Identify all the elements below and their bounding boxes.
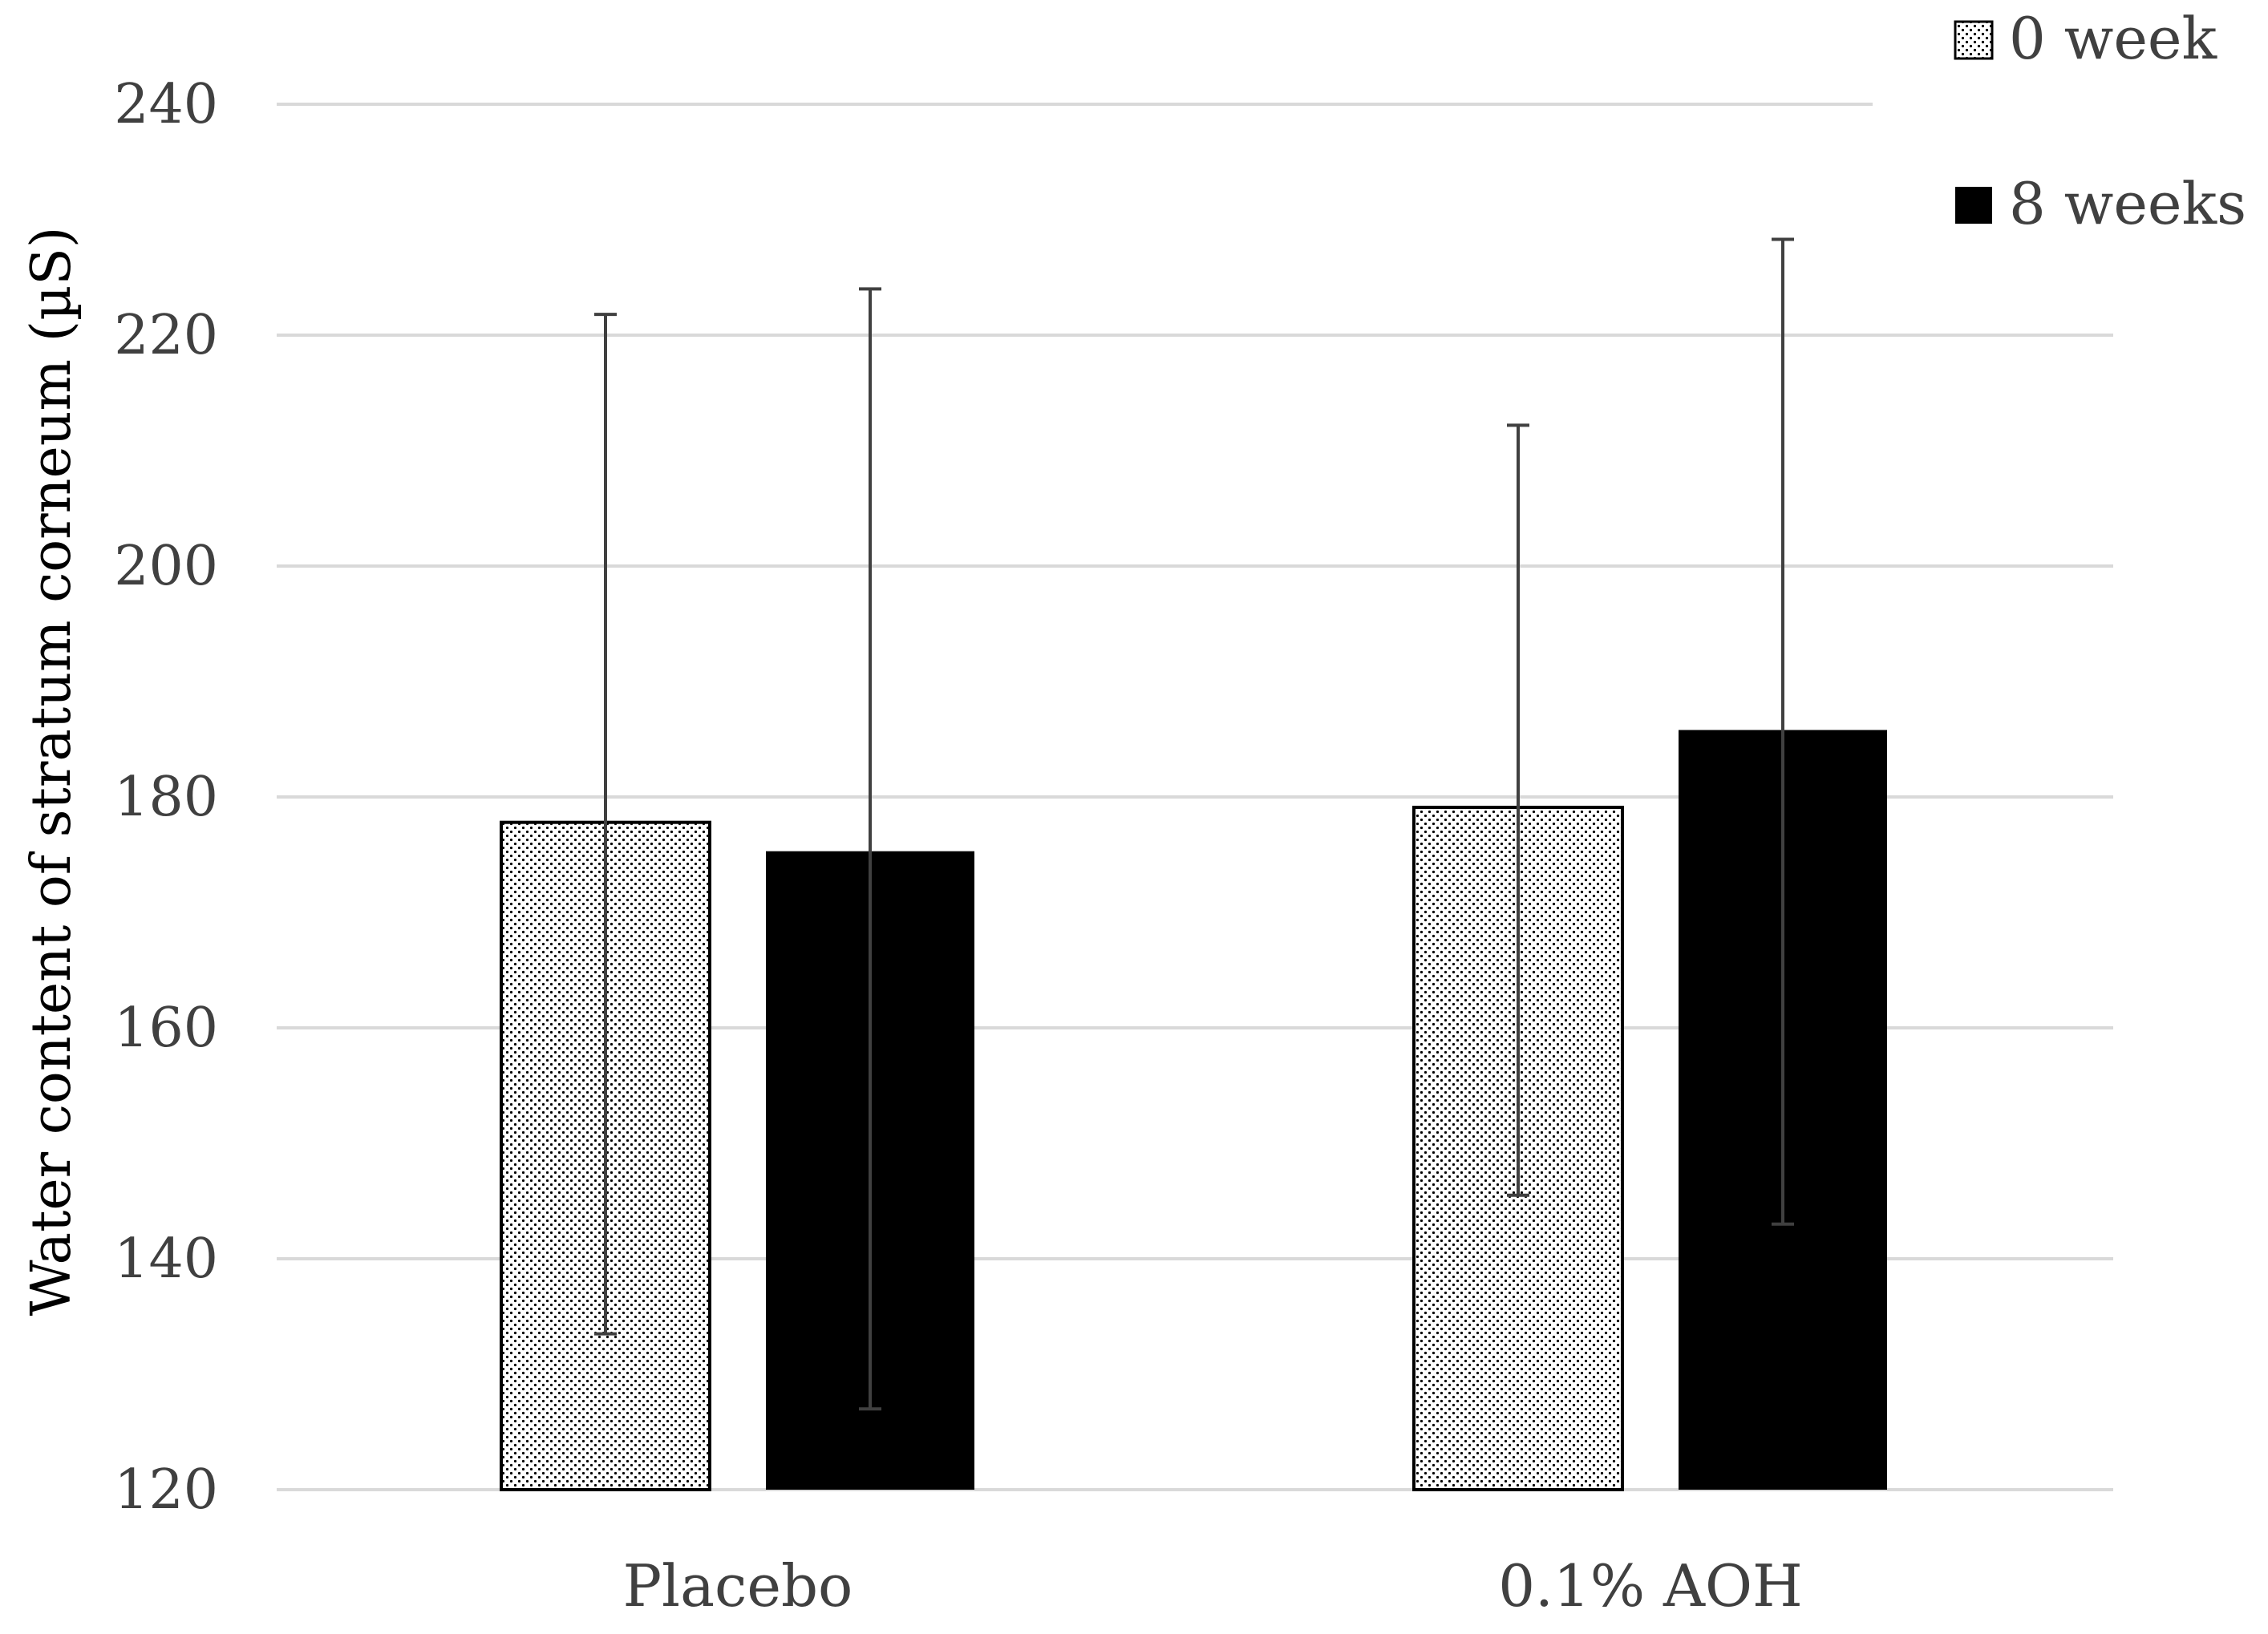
y-tick-label-140: 140: [114, 1228, 218, 1291]
error-bar-placebo-8-weeks: [859, 287, 881, 1411]
y-axis-ticks: 120 140 160 180 200 220 240: [114, 73, 218, 1522]
y-tick-label-200: 200: [114, 535, 218, 598]
error-bars: [594, 237, 1794, 1411]
legend-item-8-weeks: 8 weeks: [1955, 170, 2246, 237]
legend-swatch-8-weeks: [1955, 187, 1992, 224]
y-tick-label-220: 220: [114, 304, 218, 367]
legend-item-0-week: 0 week: [1954, 5, 2218, 72]
y-tick-label-180: 180: [114, 766, 218, 829]
error-bar-0-1-aoh-0-week: [1507, 423, 1529, 1197]
legend-label-8-weeks: 8 weeks: [2009, 170, 2246, 237]
legend: 0 week 8 weeks: [1954, 5, 2246, 237]
y-axis-title: Water content of stratum corneum (µS): [20, 227, 83, 1317]
y-tick-label-240: 240: [114, 73, 218, 136]
error-bar-0-1-aoh-8-weeks: [1772, 237, 1794, 1226]
legend-swatch-0-week: [1954, 20, 1994, 60]
y-tick-label-120: 120: [114, 1458, 218, 1522]
error-bar-placebo-0-week: [594, 313, 617, 1336]
y-tick-label-160: 160: [114, 997, 218, 1060]
bars: [500, 730, 1887, 1492]
x-category-label-0-1-aoh: 0.1% AOH: [1498, 1552, 1803, 1620]
legend-label-0-week: 0 week: [2009, 5, 2218, 72]
x-category-label-placebo: Placebo: [623, 1552, 853, 1620]
x-axis-categories: Placebo 0.1% AOH: [623, 1552, 1803, 1620]
